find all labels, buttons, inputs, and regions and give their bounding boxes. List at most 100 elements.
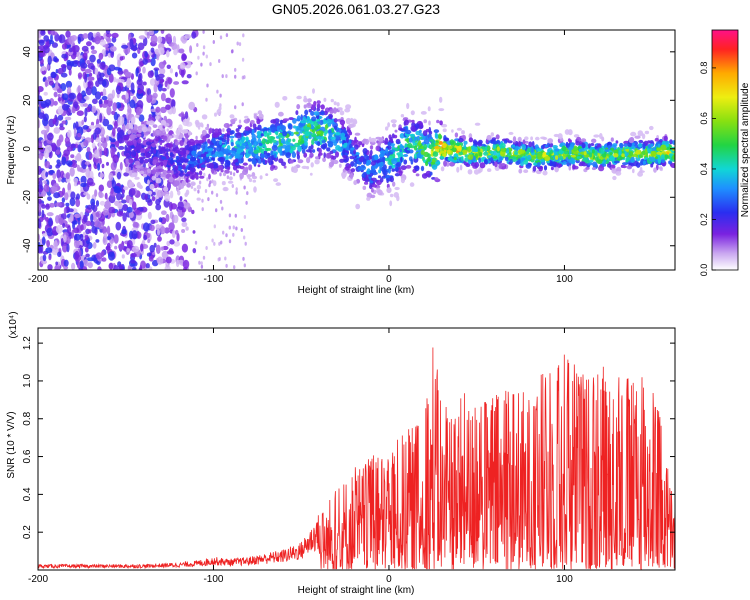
heatmap-cell <box>106 242 111 248</box>
heatmap-cell <box>296 115 301 122</box>
heatmap-cell <box>42 254 47 262</box>
heatmap-cell <box>128 122 133 129</box>
heatmap-cell <box>314 159 320 165</box>
heatmap-cell <box>670 163 675 168</box>
heatmap-cell <box>71 229 75 239</box>
heatmap-cell <box>48 202 56 208</box>
heatmap-cell <box>557 133 563 140</box>
heatmap-cell <box>358 141 362 146</box>
heatmap-cell <box>163 186 169 192</box>
heatmap-cell <box>322 157 326 163</box>
heatmap-cell <box>208 128 212 135</box>
heatmap-cell <box>550 149 553 154</box>
heatmap-cell <box>118 264 123 270</box>
heatmap-cell <box>270 119 277 124</box>
heatmap-cell <box>106 37 112 44</box>
heatmap-cell <box>160 92 166 102</box>
heatmap-cell <box>164 193 171 202</box>
heatmap-cell <box>82 33 89 39</box>
heatmap-cell <box>98 99 103 105</box>
heatmap-cell <box>542 137 548 140</box>
heatmap-cell <box>611 164 616 169</box>
colorbar-gradient <box>711 29 739 271</box>
heatmap-cell <box>411 119 415 124</box>
heatmap-cell <box>312 149 316 153</box>
heatmap-cell <box>60 237 64 247</box>
heatmap-cell <box>530 146 535 153</box>
heatmap-cell <box>222 144 226 148</box>
heatmap-cell <box>242 256 245 261</box>
heatmap-cell <box>666 151 670 155</box>
heatmap-cell <box>317 141 321 147</box>
heatmap-cell <box>232 232 235 237</box>
heatmap-cell <box>384 137 389 144</box>
heatmap-cell <box>62 243 68 253</box>
heatmap-cell <box>166 64 171 70</box>
heatmap-cell <box>52 118 57 125</box>
heatmap-cell <box>384 157 390 162</box>
heatmap-cell <box>523 169 529 173</box>
heatmap-cell <box>316 136 321 140</box>
heatmap-cell <box>310 111 315 116</box>
heatmap-cell <box>428 163 432 167</box>
heatmap-cell <box>657 143 661 148</box>
heatmap-cell <box>389 136 393 143</box>
heatmap-cell <box>247 139 251 143</box>
heatmap-cell <box>656 147 662 152</box>
heatmap-cell <box>164 227 170 234</box>
heatmap-cell <box>200 261 203 266</box>
heatmap-cell <box>70 191 76 200</box>
heatmap-cell <box>664 154 669 160</box>
heatmap-cell <box>38 45 45 50</box>
heatmap-cell <box>239 139 244 145</box>
heatmap-cell <box>98 141 102 148</box>
heatmap-cell <box>220 240 223 245</box>
heatmap-cell <box>86 257 94 262</box>
heatmap-cell <box>124 71 132 77</box>
heatmap-cell <box>448 150 451 154</box>
heatmap-cell <box>596 159 603 165</box>
heatmap-cell <box>333 101 337 106</box>
heatmap-cell <box>316 103 321 109</box>
snr-frame <box>37 327 676 571</box>
heatmap-cell <box>420 165 425 172</box>
heatmap-cell <box>315 156 320 160</box>
heatmap-cell <box>181 54 187 61</box>
heatmap-cell <box>144 158 149 164</box>
heatmap-cell <box>86 193 91 200</box>
heatmap-cell <box>172 148 176 152</box>
heatmap-cell <box>657 158 662 165</box>
heatmap-cell <box>375 136 382 140</box>
heatmap-cell <box>213 241 216 246</box>
heatmap-cell <box>320 111 325 116</box>
heatmap-cell <box>281 161 286 167</box>
heatmap-cell <box>85 220 92 227</box>
heatmap-cell <box>139 170 145 175</box>
heatmap-cell <box>587 143 591 149</box>
heatmap-cell <box>91 142 96 149</box>
heatmap-cell <box>394 173 400 177</box>
heatmap-cell <box>145 147 150 152</box>
heatmap-cell <box>148 255 154 262</box>
heatmap-cell <box>650 143 654 148</box>
heatmap-cell <box>45 144 52 153</box>
heatmap-cell <box>53 127 61 134</box>
heatmap-cell <box>432 151 439 157</box>
heatmap-cell <box>70 143 76 149</box>
heatmap-cell <box>115 85 122 95</box>
heatmap-cell <box>313 122 319 127</box>
heatmap-cell <box>197 55 200 60</box>
snr-series-line <box>38 347 675 570</box>
heatmap-cell <box>157 229 160 236</box>
heatmap-cell <box>72 220 78 225</box>
heatmap-cell <box>229 171 233 176</box>
heatmap-cell <box>255 152 259 158</box>
heatmap-cell <box>216 145 222 152</box>
heatmap-cell <box>223 187 227 191</box>
heatmap-cell <box>567 138 571 143</box>
heatmap-cell <box>447 157 453 162</box>
heatmap-cell <box>175 129 180 135</box>
heatmap-cell <box>403 159 408 165</box>
heatmap-cell <box>321 136 324 141</box>
heatmap-cell <box>162 135 168 142</box>
